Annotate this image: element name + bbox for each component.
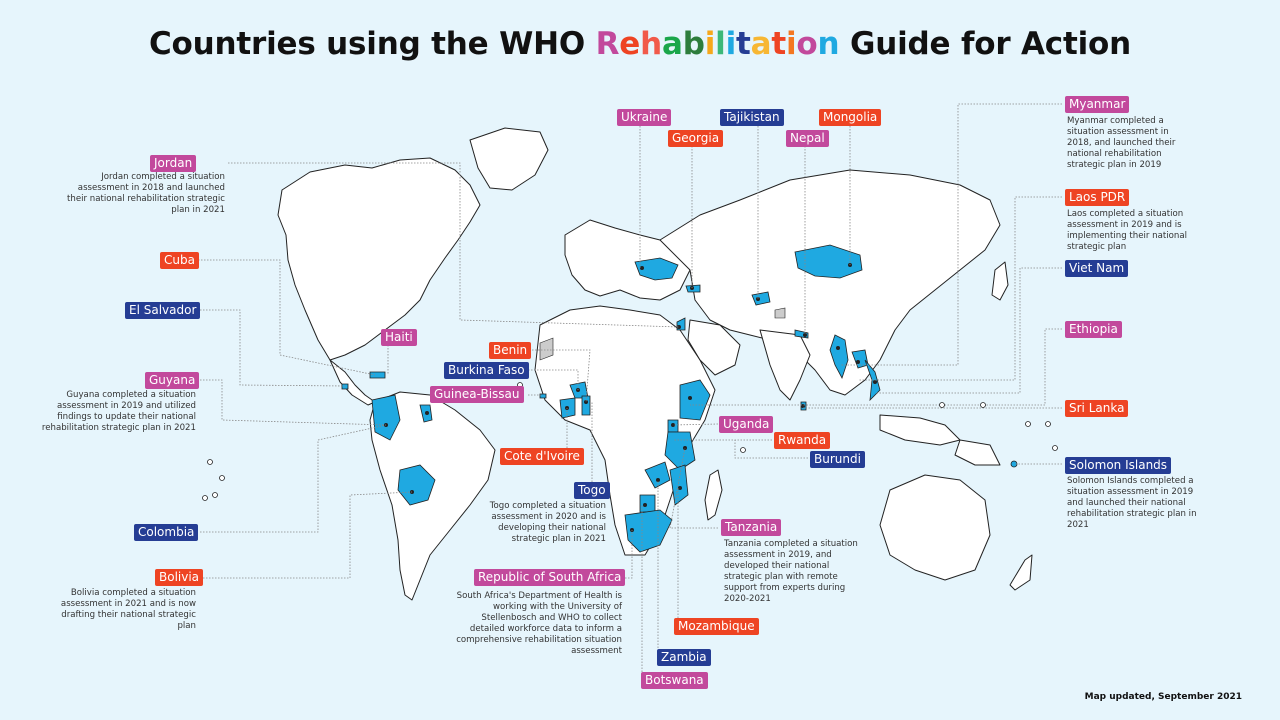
title-letter: h [640,26,662,62]
label-guyana[interactable]: Guyana [145,372,200,389]
label-ukraine[interactable]: Ukraine [617,109,672,126]
country-myanmar [829,334,849,380]
label-tanzania[interactable]: Tanzania [721,519,782,536]
arabia-landmass [687,319,741,376]
title-letter: i [785,26,797,62]
title-letter: b [682,26,705,62]
desc-bolivia: Bolivia completed a situation assessment… [60,588,196,631]
madagascar-landmass [704,469,723,521]
title-letter: t [771,26,786,62]
label-el-salvador[interactable]: El Salvador [125,302,201,319]
country-mozambique [669,464,689,506]
label-myanmar[interactable]: Myanmar [1065,96,1130,113]
country-cuba-haiti [369,371,386,379]
desc-tanzania: Tanzania completed a situation assessmen… [724,539,858,604]
label-mozambique[interactable]: Mozambique [674,618,759,635]
label-rwanda[interactable]: Rwanda [774,432,831,449]
africa-landmass [534,305,716,556]
country-ukraine [634,257,679,281]
page-title: Countries using the WHO Rehabilitation G… [0,26,1280,62]
country-togo-benin [581,395,591,416]
title-letter: t [736,26,751,62]
label-ethiopia[interactable]: Ethiopia [1065,321,1122,338]
desc-solomon-islands: Solomon Islands completed a situation as… [1067,476,1197,530]
country-colombia [371,394,401,441]
label-botswana[interactable]: Botswana [641,672,708,689]
title-letter: R [595,26,620,62]
title-letter: a [750,26,772,62]
new-guinea-landmass [954,439,1001,466]
label-tajikistan[interactable]: Tajikistan [720,109,784,126]
label-uganda[interactable]: Uganda [719,416,774,433]
title-letter: l [715,26,726,62]
disputed-western-sahara [539,337,554,361]
title-letter: n [817,26,840,62]
indonesia-landmass [879,414,961,446]
label-haiti[interactable]: Haiti [381,329,417,346]
label-guinea-bissau[interactable]: Guinea-Bissau [430,386,524,403]
label-mongolia[interactable]: Mongolia [819,109,882,126]
label-south-africa[interactable]: Republic of South Africa [474,569,626,586]
title-highlight-word: Rehabilitation [596,26,840,62]
leader-lines [198,103,1062,672]
japan-landmass [991,261,1009,301]
title-letter: a [661,26,683,62]
label-burundi[interactable]: Burundi [810,451,865,468]
new-zealand-landmass [1009,554,1033,591]
title-before: Countries using the WHO [148,26,585,62]
india-landmass [759,329,811,401]
country-tanzania [664,431,696,471]
label-solomon-islands[interactable]: Solomon Islands [1065,457,1172,474]
desc-jordan: Jordan completed a situation assessment … [67,172,225,215]
title-letter: i [725,26,737,62]
desc-guyana: Guyana completed a situation assessment … [41,390,196,433]
australia-landmass [879,474,991,581]
label-togo[interactable]: Togo [574,482,610,499]
label-georgia[interactable]: Georgia [668,130,724,147]
label-jordan[interactable]: Jordan [150,155,197,172]
country-ethiopia [679,379,711,421]
map-updated-note: Map updated, September 2021 [1084,692,1242,702]
title-letter: e [619,26,641,62]
title-after: Guide for Action [850,26,1131,62]
label-burkina-faso[interactable]: Burkina Faso [444,362,529,379]
desc-myanmar: Myanmar completed a situation assessment… [1067,116,1176,170]
desc-south-africa: South Africa's Department of Health is w… [456,591,622,656]
greenland-landmass [469,127,549,191]
country-mongolia [794,244,863,279]
label-benin[interactable]: Benin [489,342,532,359]
label-nepal[interactable]: Nepal [786,130,829,147]
country-tajikistan [751,291,771,306]
label-cuba[interactable]: Cuba [160,252,199,269]
title-letter: i [704,26,716,62]
label-laos[interactable]: Laos PDR [1065,189,1130,206]
north-america-landmass [277,157,481,361]
label-viet-nam[interactable]: Viet Nam [1065,260,1129,277]
country-el-salvador [341,383,349,390]
country-zambia [644,461,671,489]
label-colombia[interactable]: Colombia [134,524,199,541]
europe-landmass [564,219,691,301]
label-cote-divoire[interactable]: Cote d'Ivoire [500,448,584,465]
country-bolivia [397,464,436,506]
label-zambia[interactable]: Zambia [657,649,711,666]
desc-togo: Togo completed a situation assessment in… [489,501,606,544]
asia-landmass [659,169,1001,396]
label-sri-lanka[interactable]: Sri Lanka [1065,400,1129,417]
label-bolivia[interactable]: Bolivia [155,569,204,586]
desc-laos: Laos completed a situation assessment in… [1067,209,1187,252]
disputed-kashmir [774,307,786,319]
country-south-africa [624,509,673,553]
south-america-landmass [369,391,496,601]
title-letter: o [796,26,818,62]
